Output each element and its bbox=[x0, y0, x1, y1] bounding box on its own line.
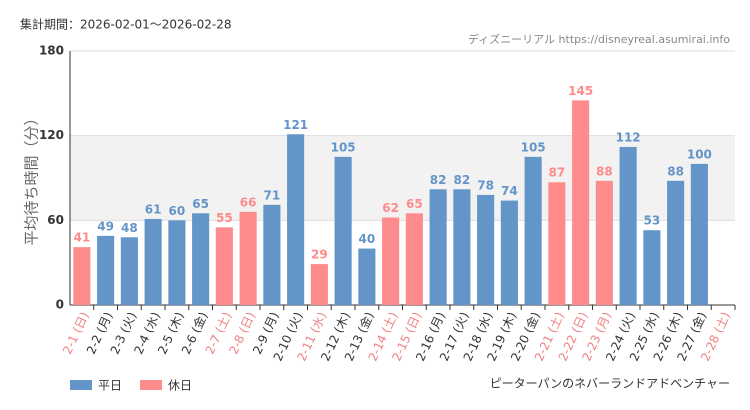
bar bbox=[358, 248, 376, 305]
bar bbox=[310, 264, 328, 305]
legend-label: 休日 bbox=[168, 379, 192, 393]
chart-title: 集計期間：2026-02-01～2026-02-28 bbox=[20, 17, 231, 32]
value-label: 74 bbox=[501, 184, 518, 198]
bar bbox=[168, 220, 186, 305]
value-label: 105 bbox=[521, 140, 546, 154]
bar bbox=[572, 100, 590, 305]
value-label: 82 bbox=[430, 173, 447, 187]
bar bbox=[144, 218, 162, 305]
value-label: 112 bbox=[616, 130, 641, 144]
value-label: 53 bbox=[644, 214, 661, 228]
bar bbox=[477, 194, 495, 305]
value-label: 61 bbox=[145, 202, 162, 216]
bar bbox=[120, 237, 138, 305]
value-label: 48 bbox=[121, 221, 138, 235]
value-label: 121 bbox=[283, 118, 308, 132]
value-label: 87 bbox=[549, 166, 566, 180]
value-label: 29 bbox=[311, 248, 328, 262]
bar bbox=[524, 156, 542, 305]
value-label: 40 bbox=[359, 232, 376, 246]
source: ディズニーリアル https://disneyreal.asumirai.inf… bbox=[468, 32, 730, 46]
legend-label: 平日 bbox=[98, 379, 122, 393]
value-label: 41 bbox=[74, 231, 91, 245]
bar bbox=[215, 227, 233, 305]
bar bbox=[287, 134, 305, 305]
bar bbox=[334, 156, 352, 305]
bar bbox=[453, 189, 471, 305]
value-label: 71 bbox=[264, 188, 281, 202]
y-axis-label: 平均待ち時間（分） bbox=[23, 110, 41, 245]
y-tick-label: 60 bbox=[47, 213, 64, 227]
bar bbox=[690, 163, 708, 305]
bar bbox=[405, 213, 423, 305]
bar bbox=[429, 189, 447, 305]
value-label: 65 bbox=[406, 197, 423, 211]
value-label: 88 bbox=[596, 164, 613, 178]
bar bbox=[382, 217, 400, 305]
value-label: 65 bbox=[192, 197, 209, 211]
bar bbox=[667, 180, 685, 305]
y-tick-label: 120 bbox=[39, 128, 64, 142]
bar bbox=[263, 204, 281, 305]
bar bbox=[239, 211, 257, 305]
bar bbox=[500, 200, 518, 305]
value-label: 62 bbox=[382, 201, 399, 215]
bar bbox=[97, 235, 115, 305]
bar bbox=[73, 247, 91, 305]
y-tick-label: 180 bbox=[39, 44, 64, 58]
legend-swatch bbox=[140, 380, 162, 390]
subtitle: ピーターパンのネバーランドアドベンチャー bbox=[490, 377, 730, 391]
bar bbox=[595, 180, 613, 305]
bar bbox=[548, 182, 566, 305]
bar bbox=[192, 213, 210, 305]
value-label: 145 bbox=[568, 84, 593, 98]
value-label: 60 bbox=[169, 204, 186, 218]
value-label: 49 bbox=[97, 219, 114, 233]
value-label: 105 bbox=[331, 140, 356, 154]
value-label: 78 bbox=[477, 178, 494, 192]
bar bbox=[643, 230, 661, 305]
value-label: 66 bbox=[240, 195, 257, 209]
value-label: 100 bbox=[687, 147, 712, 161]
value-label: 55 bbox=[216, 211, 233, 225]
value-label: 88 bbox=[667, 164, 684, 178]
legend-swatch bbox=[70, 380, 92, 390]
value-label: 82 bbox=[454, 173, 471, 187]
y-tick-label: 0 bbox=[56, 298, 64, 312]
bar bbox=[619, 146, 637, 305]
